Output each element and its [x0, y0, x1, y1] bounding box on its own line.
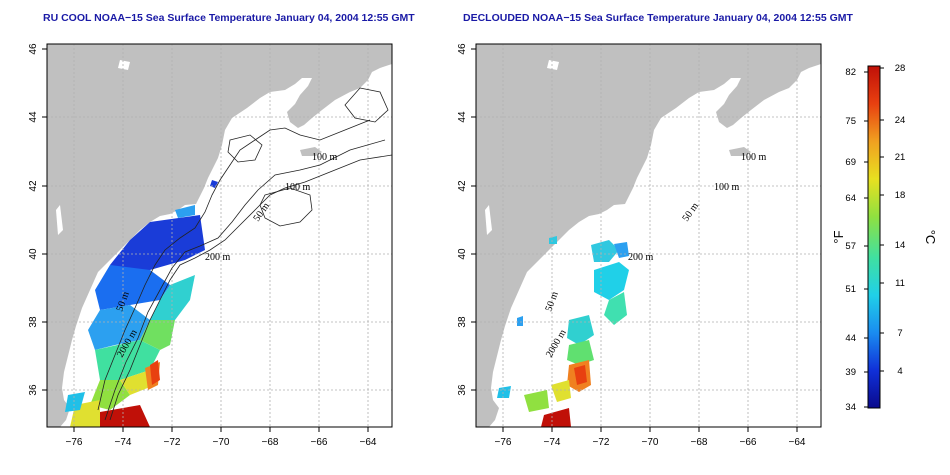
celsius-tick-label: 4 — [897, 366, 902, 377]
fahrenheit-tick-label: 44 — [845, 333, 856, 344]
right-map-frame — [475, 43, 822, 428]
fahrenheit-tick-label: 82 — [845, 67, 856, 78]
left-map-frame — [46, 43, 393, 428]
right-x-tick-label: −68 — [691, 437, 708, 448]
right-tick-marks — [471, 48, 798, 432]
right-x-tick-label: −72 — [593, 437, 610, 448]
left-y-tick-label: 44 — [28, 111, 39, 123]
left-map-area — [47, 44, 392, 427]
right-x-tick-labels: −76 −74 −72 −70 −68 −66 −64 — [495, 437, 806, 448]
right-y-tick-label: 38 — [457, 316, 468, 328]
fahrenheit-tick-label: 75 — [845, 116, 856, 127]
left-x-tick-labels: −76 −74 −72 −70 −68 −66 −64 — [66, 437, 377, 448]
right-contour-label-100m-b: 100 m — [714, 182, 740, 193]
celsius-unit-label: °C — [923, 230, 938, 245]
left-x-tick-label: −64 — [360, 437, 377, 448]
right-map-title: DECLOUDED NOAA−15 Sea Surface Temperatur… — [463, 12, 853, 24]
right-x-tick-label: −64 — [789, 437, 806, 448]
left-map-title: RU COOL NOAA−15 Sea Surface Temperature … — [43, 12, 415, 24]
left-x-tick-label: −68 — [262, 437, 279, 448]
celsius-tick-label: 24 — [895, 115, 906, 126]
fahrenheit-tick-label: 57 — [845, 241, 856, 252]
right-y-tick-label: 46 — [457, 43, 468, 55]
right-sst-swath — [497, 236, 629, 427]
fahrenheit-tick-label: 64 — [845, 193, 856, 204]
colorbar-celsius-labels: 28 24 21 18 14 11 7 4 — [895, 63, 906, 377]
celsius-tick-label: 28 — [895, 63, 906, 74]
right-x-tick-label: −76 — [495, 437, 512, 448]
colorbar: 82 75 69 64 57 51 44 39 34 28 24 21 18 1… — [831, 63, 938, 413]
right-y-tick-labels: 36 38 40 42 44 46 — [457, 43, 468, 396]
left-tick-marks — [42, 48, 369, 432]
left-x-tick-label: −74 — [115, 437, 132, 448]
right-map-panel: 100 m 100 m 50 m 200 m 50 m 2000 m −76 −… — [457, 43, 822, 448]
right-y-tick-label: 42 — [457, 180, 468, 192]
left-y-tick-label: 38 — [28, 316, 39, 328]
colorbar-fahrenheit-labels: 82 75 69 64 57 51 44 39 34 — [845, 67, 856, 413]
left-grid — [47, 44, 392, 427]
fahrenheit-tick-label: 51 — [845, 284, 856, 295]
fahrenheit-tick-label: 39 — [845, 367, 856, 378]
right-x-tick-label: −66 — [740, 437, 757, 448]
colorbar-ticks — [864, 67, 884, 408]
right-y-tick-label: 44 — [457, 111, 468, 123]
celsius-tick-label: 18 — [895, 190, 906, 201]
fahrenheit-tick-label: 69 — [845, 157, 856, 168]
left-y-tick-label: 46 — [28, 43, 39, 55]
celsius-tick-label: 14 — [895, 240, 906, 251]
right-land — [476, 44, 821, 427]
right-map-area — [476, 44, 821, 427]
left-y-tick-label: 36 — [28, 384, 39, 396]
fahrenheit-unit-label: °F — [831, 230, 846, 243]
left-x-tick-label: −76 — [66, 437, 83, 448]
left-sst-swath — [65, 180, 218, 427]
right-y-tick-label: 36 — [457, 384, 468, 396]
left-x-tick-label: −66 — [311, 437, 328, 448]
left-y-tick-label: 42 — [28, 180, 39, 192]
left-y-tick-label: 40 — [28, 248, 39, 260]
right-x-tick-label: −70 — [642, 437, 659, 448]
celsius-tick-label: 11 — [895, 278, 905, 289]
left-land — [47, 44, 392, 427]
left-map-panel: 100 m 100 m 50 m 200 m 50 m 2000 m −76 −… — [28, 43, 393, 448]
left-contour-label-100m-a: 100 m — [312, 152, 338, 163]
right-x-tick-label: −74 — [544, 437, 561, 448]
right-contour-label-200m: 200 m — [628, 252, 654, 263]
fahrenheit-tick-label: 34 — [845, 402, 856, 413]
colorbar-gradient — [867, 65, 881, 409]
left-contour-label-200m: 200 m — [205, 252, 231, 263]
left-y-tick-labels: 36 38 40 42 44 46 — [28, 43, 39, 396]
left-contour-label-100m-b: 100 m — [285, 182, 311, 193]
left-x-tick-label: −70 — [213, 437, 230, 448]
left-bathymetry — [97, 87, 392, 421]
celsius-tick-label: 7 — [897, 328, 902, 339]
celsius-tick-label: 21 — [895, 152, 906, 163]
right-y-tick-label: 40 — [457, 248, 468, 260]
right-contour-label-100m-a: 100 m — [741, 152, 767, 163]
right-grid — [476, 44, 821, 427]
left-x-tick-label: −72 — [164, 437, 181, 448]
